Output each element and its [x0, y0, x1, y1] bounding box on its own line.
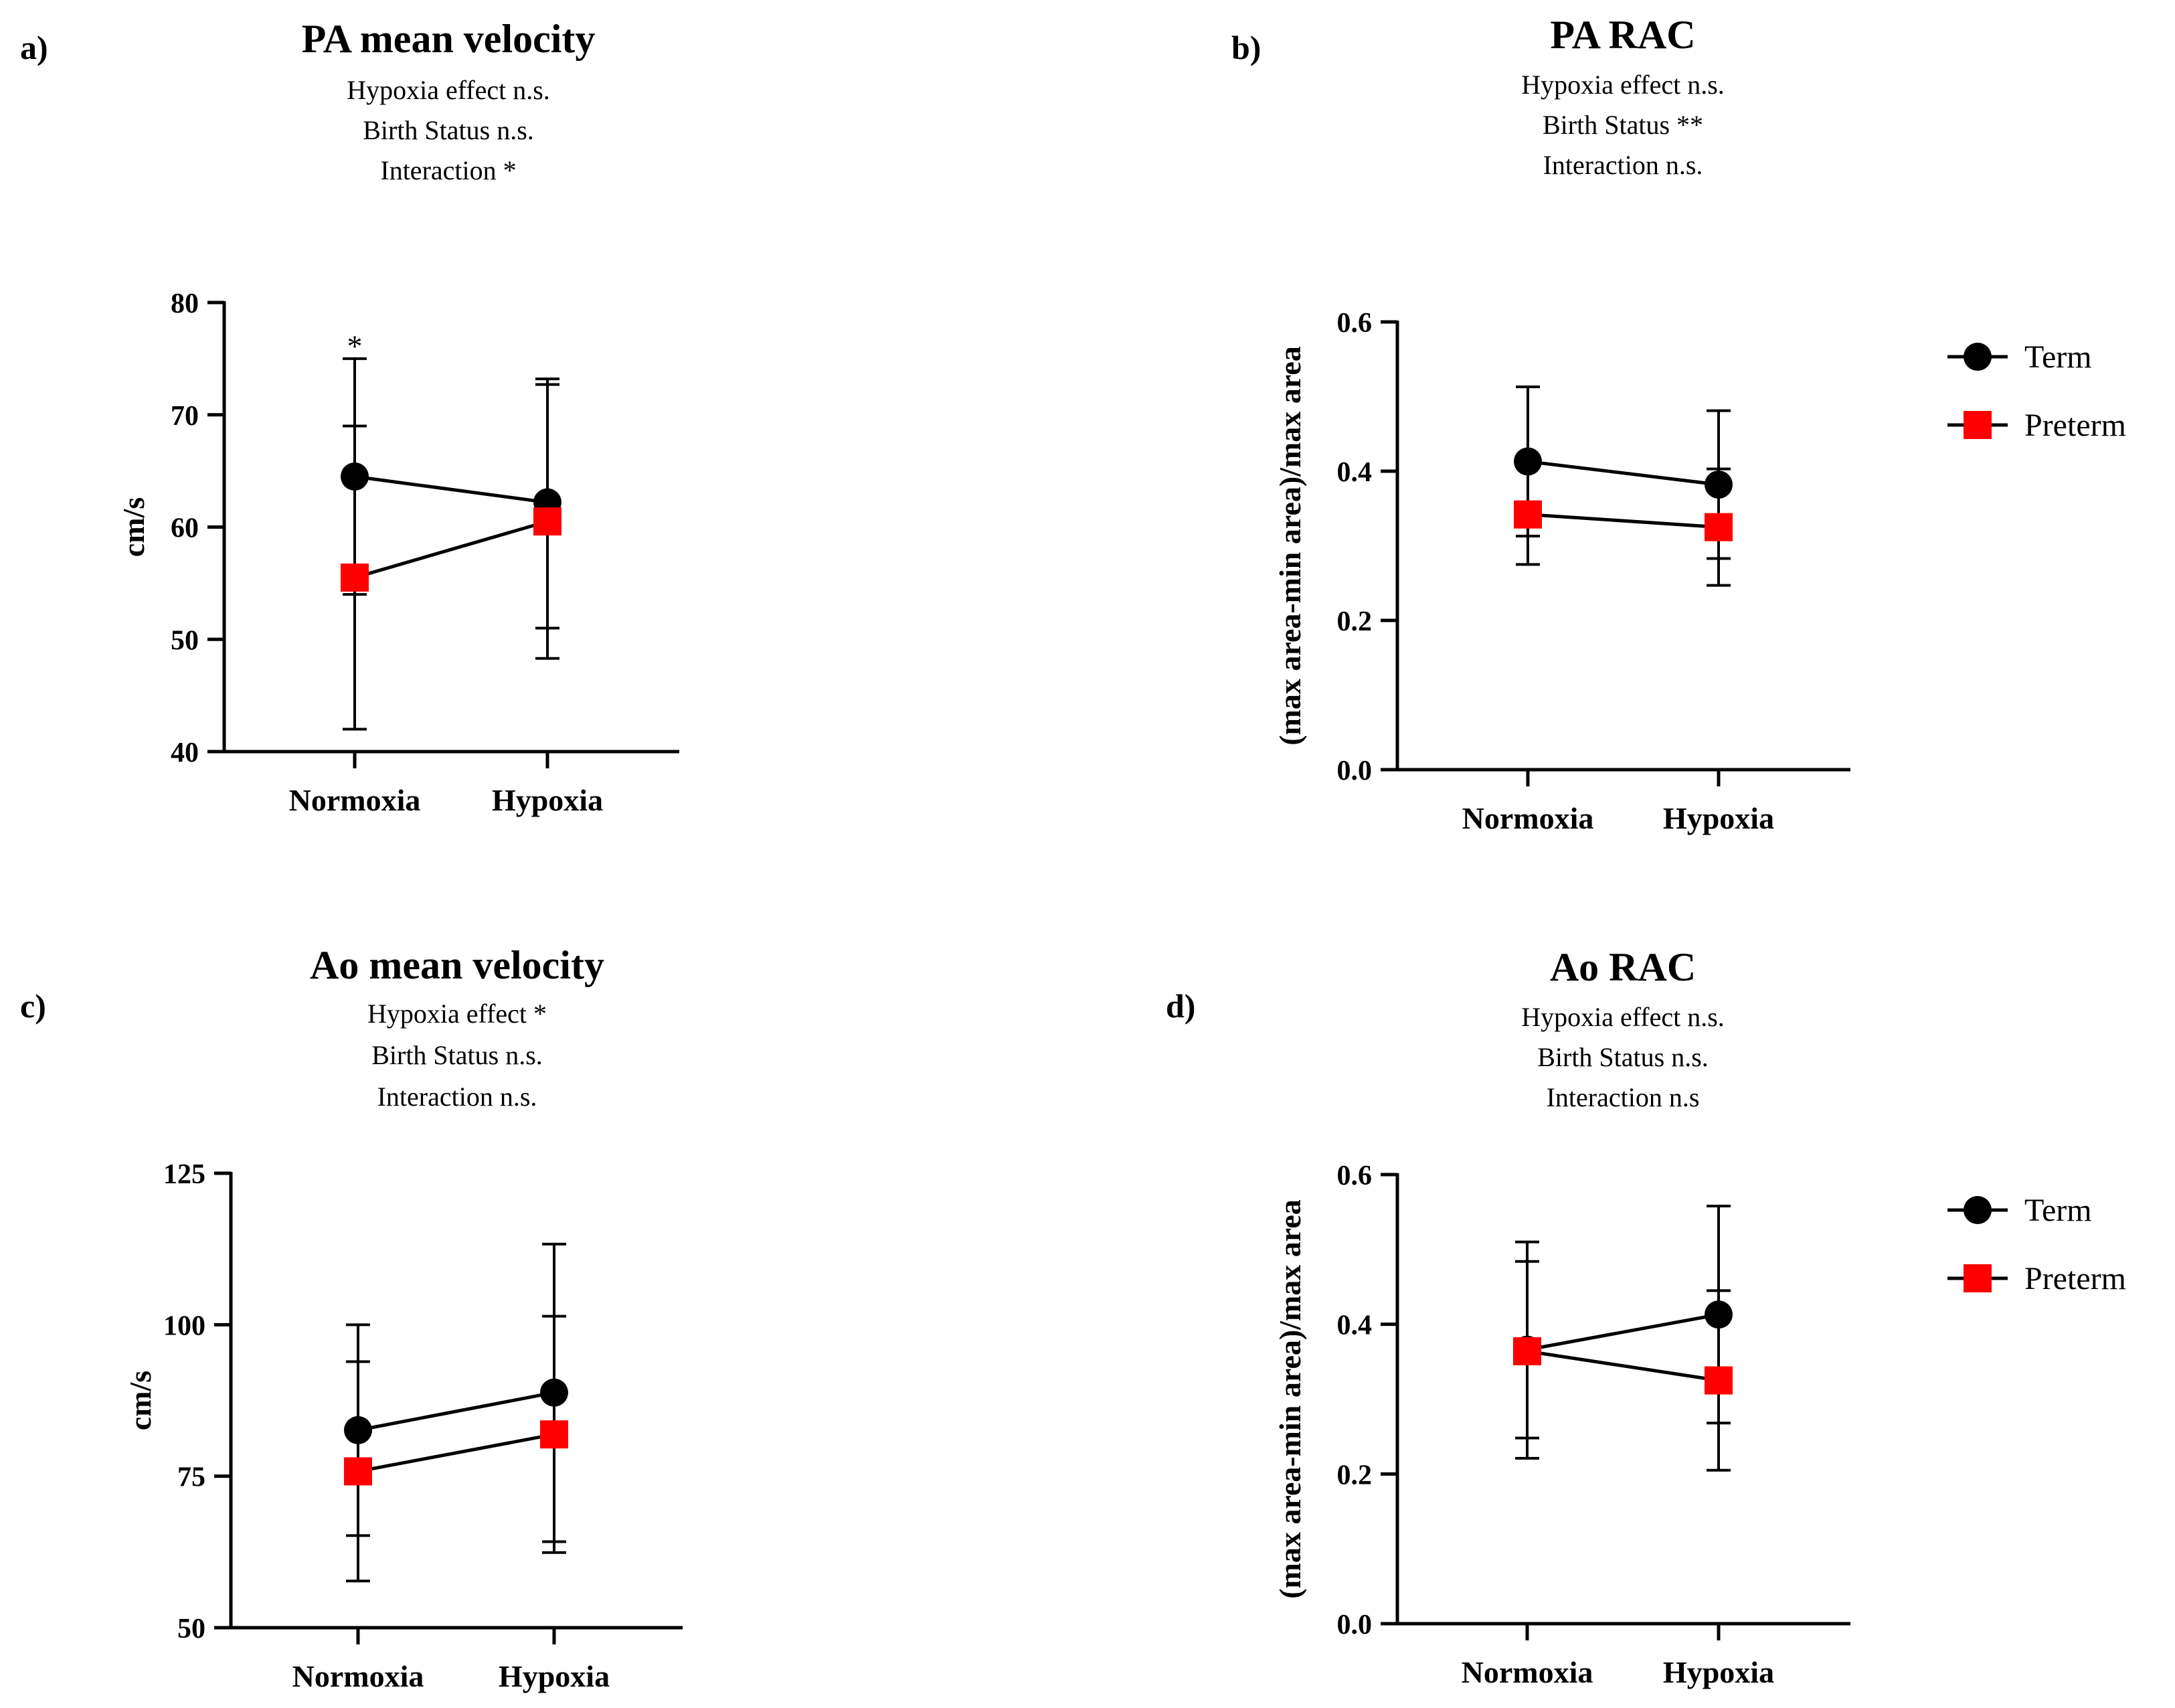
y-tick-label: 0.6: [1337, 1161, 1373, 1191]
chart-title: Ao mean velocity: [310, 943, 604, 987]
data-point-term-normoxia: [344, 1416, 372, 1444]
chart-subtitle-line: Birth Status n.s.: [371, 1040, 543, 1070]
panel-label: a): [20, 29, 48, 66]
panel-b: b) PA RAC Hypoxia effect n.s. Birth Status …: [1231, 13, 2126, 835]
y-tick-label: 0.0: [1337, 756, 1373, 786]
data-point-term-hypoxia: [1705, 1300, 1733, 1329]
series-line-preterm: [1527, 513, 1719, 529]
panel-c: c) Ao mean velocity Hypoxia effect * Birth …: [20, 943, 683, 1693]
data-point-term-hypoxia: [1705, 471, 1733, 499]
y-axis-label: (max area-min area)/max area: [1273, 1199, 1307, 1599]
series-line-preterm: [357, 1432, 555, 1473]
y-axis-label: (max area-min area)/max area: [1273, 346, 1307, 746]
x-tick-label: Hypoxia: [492, 783, 603, 817]
legend-item-preterm: Preterm: [1947, 408, 2126, 443]
chart-subtitle-line: Birth Status **: [1543, 110, 1703, 140]
y-tick-label: 0.0: [1337, 1610, 1373, 1640]
legend-label: Term: [2024, 339, 2092, 375]
x-tick-label: Normoxia: [1462, 1655, 1593, 1689]
y-tick-label: 40: [171, 738, 199, 768]
x-tick-label: Hypoxia: [499, 1659, 610, 1693]
series-line-term: [357, 1391, 555, 1432]
x-tick-label: Hypoxia: [1663, 801, 1774, 835]
y-tick-label: 75: [177, 1462, 205, 1493]
panel-a: a) PA mean velocity Hypoxia effect n.s. Bir…: [20, 17, 679, 817]
legend-label: Term: [2024, 1193, 2092, 1228]
y-tick-label: 125: [163, 1159, 205, 1190]
chart-subtitle-line: Hypoxia effect n.s.: [1521, 1002, 1725, 1032]
x-tick-label: Hypoxia: [1663, 1655, 1774, 1689]
y-tick-label: 70: [171, 401, 199, 432]
chart-subtitle-line: Interaction *: [380, 155, 516, 185]
legend: Term Preterm: [1947, 1193, 2126, 1296]
x-tick-label: Normoxia: [292, 1659, 424, 1693]
y-tick-label: 50: [177, 1614, 205, 1644]
chart-title: PA mean velocity: [302, 17, 596, 61]
chart-subtitle-line: Hypoxia effect *: [367, 999, 547, 1029]
panel-label: b): [1231, 29, 1261, 66]
data-point-preterm-normoxia: [344, 1457, 372, 1486]
x-tick-label: Normoxia: [289, 783, 421, 817]
chart-subtitle-line: Birth Status n.s.: [1537, 1042, 1709, 1072]
data-point-term-normoxia: [341, 462, 369, 491]
data-point-preterm-hypoxia: [1705, 513, 1733, 541]
chart-subtitle-line: Interaction n.s.: [377, 1082, 537, 1112]
y-axis-label: cm/s: [123, 1371, 157, 1430]
data-point-preterm-normoxia: [341, 563, 369, 592]
legend-item-term: Term: [1947, 1193, 2092, 1228]
chart-subtitle-line: Birth Status n.s.: [363, 115, 534, 145]
legend-marker-term: [1964, 1196, 1992, 1224]
legend-marker-preterm: [1964, 411, 1992, 439]
data-point-preterm-hypoxia: [1705, 1366, 1733, 1395]
legend-item-preterm: Preterm: [1947, 1261, 2126, 1296]
chart-subtitle-line: Interaction n.s: [1547, 1082, 1700, 1112]
series-line-term: [1527, 460, 1719, 487]
panel-label: d): [1166, 987, 1195, 1025]
series-line-term: [1527, 1312, 1719, 1352]
y-axis-label: cm/s: [116, 497, 151, 557]
series-line-preterm: [1527, 1349, 1719, 1383]
data-point-preterm-normoxia: [1514, 500, 1542, 529]
series-line-preterm: [354, 519, 548, 580]
chart-subtitle-line: Hypoxia effect n.s.: [347, 75, 550, 105]
data-point-preterm-hypoxia: [540, 1420, 568, 1449]
y-tick-label: 50: [171, 625, 199, 656]
data-point-term-normoxia: [1514, 447, 1542, 476]
chart-subtitle-line: Interaction n.s.: [1543, 150, 1703, 180]
y-tick-label: 0.2: [1337, 606, 1373, 637]
x-tick-label: Normoxia: [1462, 801, 1594, 835]
chart-subtitle-line: Hypoxia effect n.s.: [1521, 70, 1725, 100]
legend-label: Preterm: [2024, 408, 2126, 443]
panel-d: d) Ao RAC Hypoxia effect n.s. Birth Status …: [1166, 945, 2126, 1689]
legend-marker-preterm: [1964, 1264, 1992, 1292]
chart-title: Ao RAC: [1550, 945, 1696, 989]
chart-title: PA RAC: [1550, 13, 1695, 57]
y-tick-label: 100: [163, 1310, 205, 1341]
significance-annotation: *: [347, 329, 363, 363]
data-point-preterm-normoxia: [1513, 1337, 1541, 1365]
y-tick-label: 80: [171, 288, 199, 319]
panel-label: c): [20, 987, 46, 1025]
y-tick-label: 60: [171, 513, 199, 544]
legend-label: Preterm: [2024, 1261, 2126, 1296]
y-tick-label: 0.6: [1337, 308, 1373, 339]
data-point-term-hypoxia: [540, 1378, 568, 1407]
y-tick-label: 0.4: [1337, 1310, 1373, 1341]
data-point-preterm-hypoxia: [533, 507, 561, 536]
series-line-term: [354, 475, 548, 505]
y-tick-label: 0.2: [1337, 1460, 1373, 1490]
legend-marker-term: [1964, 343, 1992, 371]
y-tick-label: 0.4: [1337, 457, 1373, 488]
legend: Term Preterm: [1947, 339, 2126, 443]
legend-item-term: Term: [1947, 339, 2092, 375]
